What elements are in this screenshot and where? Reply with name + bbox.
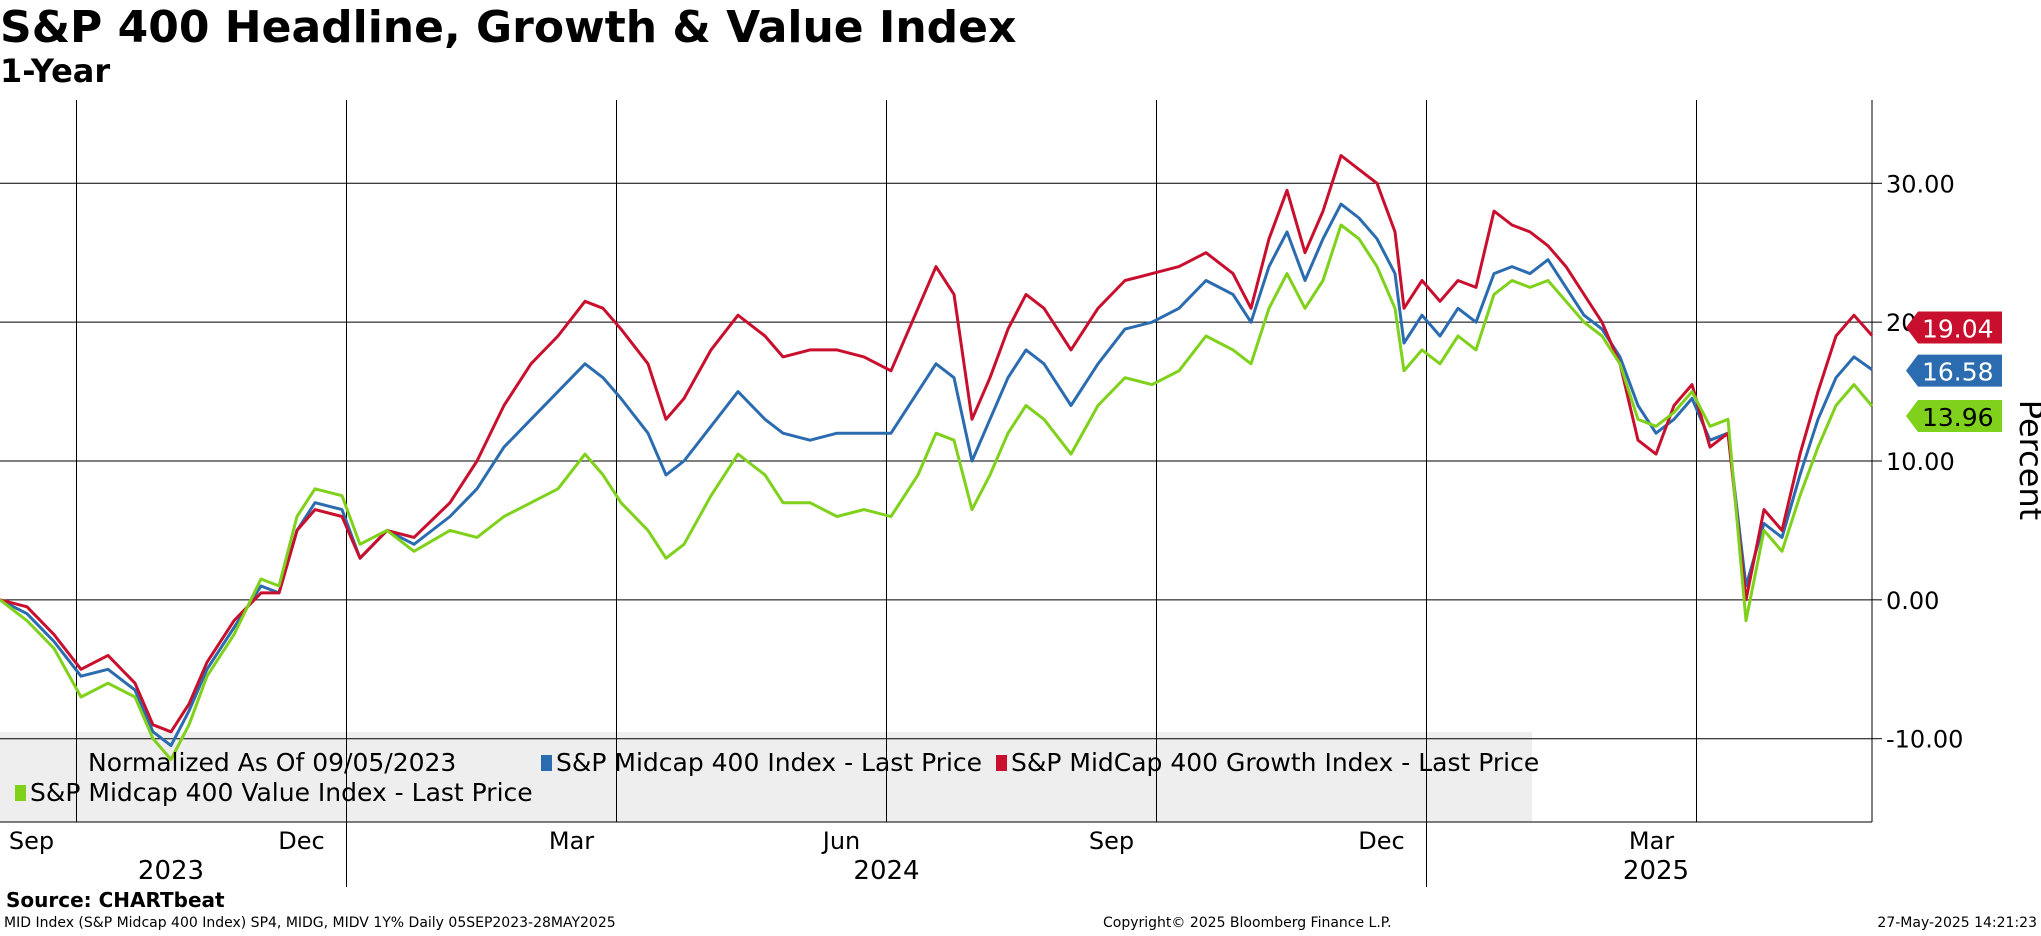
x-tick-label: Mar	[1629, 827, 1674, 855]
legend-note: Normalized As Of 09/05/2023	[88, 748, 456, 777]
last-value-label-0: 19.04	[1906, 311, 2002, 344]
y-axis-label: Percent	[2012, 400, 2041, 520]
year-label: 2024	[853, 856, 919, 886]
legend-background	[0, 732, 1532, 822]
year-label: 2025	[1623, 856, 1689, 886]
x-tick-label: Mar	[549, 827, 594, 855]
y-tick-label: 10.00	[1886, 448, 1955, 476]
y-tick-label: -10.00	[1886, 726, 1963, 754]
legend-entry-label: S&P Midcap 400 Index - Last Price	[556, 748, 982, 777]
y-tick-label: 0.00	[1886, 587, 1939, 615]
legend-swatch	[15, 785, 26, 801]
source-note: Source: CHARTbeat	[6, 888, 225, 912]
series-line-1	[0, 154, 1874, 734]
last-value-text: 13.96	[1922, 403, 1994, 432]
footer-timestamp: 27-May-2025 14:21:23	[1877, 915, 2037, 931]
x-tick-label: Sep	[1089, 827, 1134, 855]
footer-description: MID Index (S&P Midcap 400 Index) SP4, MI…	[4, 915, 616, 931]
last-value-text: 19.04	[1922, 314, 1994, 343]
legend-entry-label: S&P Midcap 400 Value Index - Last Price	[30, 778, 533, 807]
axes: -10.000.0010.0020.0030.00SepDecMarJunSep…	[0, 100, 1963, 887]
last-value-label-1: 16.58	[1906, 354, 2002, 387]
x-tick-label: Jun	[821, 827, 861, 855]
legend-entry-label: S&P MidCap 400 Growth Index - Last Price	[1011, 748, 1539, 777]
x-tick-label: Sep	[9, 827, 54, 855]
series-line-2	[0, 223, 1874, 761]
last-value-tag	[1906, 311, 2002, 344]
year-label: 2023	[138, 856, 204, 886]
legend-swatch	[541, 755, 552, 771]
series	[0, 154, 1874, 761]
last-value-tag	[1906, 400, 2002, 433]
last-value-labels: 19.04 16.58 13.96	[1906, 311, 2002, 433]
last-value-tag	[1906, 354, 2002, 387]
series-line-0	[0, 202, 1873, 748]
footer-copyright: Copyright© 2025 Bloomberg Finance L.P.	[1103, 915, 1392, 931]
chart-title: S&P 400 Headline, Growth & Value Index	[0, 2, 1017, 53]
last-value-text: 16.58	[1922, 358, 1994, 387]
last-value-label-2: 13.96	[1906, 400, 2002, 433]
legend: Normalized As Of 09/05/2023 S&P Midcap 40…	[15, 748, 1539, 807]
legend-swatch	[996, 755, 1007, 771]
chart-subtitle: 1-Year	[0, 52, 111, 90]
gridlines	[0, 100, 1872, 822]
x-tick-label: Dec	[1358, 827, 1404, 855]
x-tick-label: Dec	[278, 827, 324, 855]
y-tick-label: 30.00	[1886, 170, 1955, 198]
